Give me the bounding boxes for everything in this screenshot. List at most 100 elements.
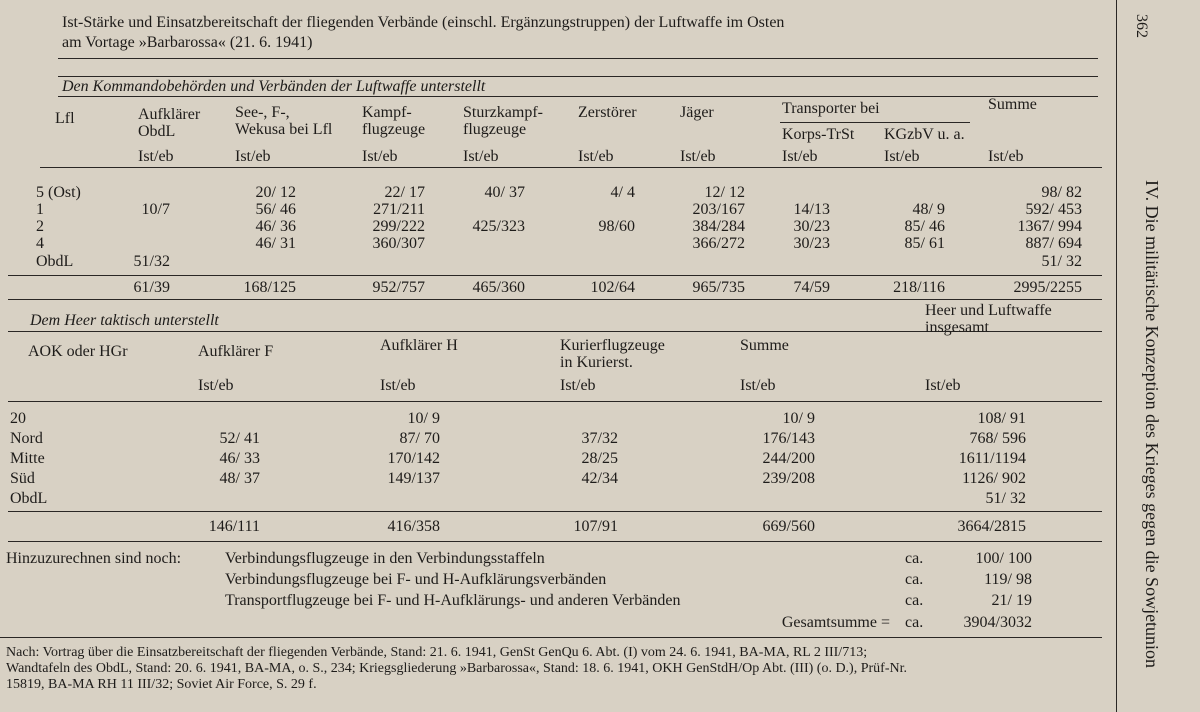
addition-text: Verbindungsflugzeuge in den Verbindungss…	[225, 550, 545, 567]
cell: 22/ 17	[384, 184, 425, 201]
column-header: Jäger	[680, 104, 714, 121]
row-label: 2	[36, 218, 44, 235]
cell: 4/ 4	[610, 184, 635, 201]
column-header: Korps-TrSt	[782, 126, 855, 143]
cell: 170/142	[387, 450, 440, 467]
rule	[8, 299, 1102, 300]
rule	[58, 96, 1098, 97]
cell: 46/ 31	[255, 235, 296, 252]
cell: 46/ 36	[255, 218, 296, 235]
grand-total-value: 3904/3032	[963, 614, 1032, 631]
addition-text: Verbindungsflugzeuge bei F- und H-Aufklä…	[225, 571, 607, 588]
source-note: 15819, BA-MA RH 11 III/32; Soviet Air Fo…	[6, 677, 317, 692]
cell: 1611/1194	[958, 450, 1026, 467]
cell: 887/ 694	[1025, 235, 1082, 252]
cell: 592/ 453	[1025, 201, 1082, 218]
column-header: AOK oder HGr	[28, 343, 128, 360]
cell: 1126/ 902	[962, 470, 1026, 487]
cell: 56/ 46	[255, 201, 296, 218]
cell: 51/ 32	[985, 490, 1026, 507]
grand-total-label: Gesamtsumme =	[781, 614, 890, 631]
column-header: Aufklärer ObdL	[138, 106, 201, 140]
column-header: KGzbV u. a.	[884, 126, 965, 143]
rule	[780, 122, 970, 123]
cell: 52/ 41	[219, 430, 260, 447]
column-subheader: Ist/eb	[380, 377, 416, 394]
total-cell: 74/59	[793, 279, 830, 296]
addition-prefix: ca.	[905, 571, 924, 588]
cell: 46/ 33	[219, 450, 260, 467]
cell: 85/ 61	[904, 235, 945, 252]
column-header: Summe	[988, 96, 1037, 113]
column-header: Sturzkampf- flugzeuge	[463, 104, 543, 138]
addition-prefix: ca.	[905, 550, 924, 567]
cell: 98/ 82	[1041, 184, 1082, 201]
row-label: ObdL	[36, 253, 74, 270]
addition-value: 119/ 98	[984, 571, 1032, 588]
row-label: Mitte	[10, 450, 45, 467]
cell: 244/200	[762, 450, 815, 467]
column-header: Kurierflugzeuge in Kurierst.	[560, 337, 665, 371]
column-header: Kampf- flugzeuge	[362, 104, 426, 138]
cell: 51/32	[133, 253, 170, 270]
source-note: Wandtafeln des ObdL, Stand: 20. 6. 1941,…	[6, 661, 907, 676]
cell: 239/208	[762, 470, 815, 487]
column-subheader: Ist/eb	[362, 148, 398, 165]
cell: 1367/ 994	[1017, 218, 1082, 235]
total-cell: 952/757	[372, 279, 425, 296]
section-heading: Dem Heer taktisch unterstellt	[30, 312, 219, 329]
row-label: 5 (Ost)	[36, 184, 81, 201]
total-cell: 465/360	[472, 279, 525, 296]
cell: 176/143	[762, 430, 815, 447]
column-subheader: Ist/eb	[988, 148, 1024, 165]
column-group-header: Transporter bei	[782, 100, 880, 117]
cell: 299/222	[372, 218, 425, 235]
total-cell: 3664/2815	[957, 518, 1026, 535]
cell: 10/ 9	[407, 410, 440, 427]
rule	[58, 58, 1098, 59]
row-label: 20	[10, 410, 26, 427]
rule	[40, 167, 1102, 168]
column-subheader: Ist/eb	[560, 377, 596, 394]
page-number: 362	[1133, 14, 1150, 38]
column-header: Aufklärer F	[198, 343, 274, 360]
column-header: Zerstörer	[578, 104, 637, 121]
addition-prefix: ca.	[905, 592, 924, 609]
addition-value: 21/ 19	[991, 592, 1032, 609]
column-header: Summe	[740, 337, 789, 354]
margin-rule	[1116, 0, 1117, 712]
cell: 203/167	[692, 201, 745, 218]
cell: 768/ 596	[969, 430, 1026, 447]
column-subheader: Ist/eb	[884, 148, 920, 165]
cell: 360/307	[372, 235, 425, 252]
rule	[0, 637, 1102, 638]
cell: 42/34	[581, 470, 618, 487]
row-label: ObdL	[10, 490, 48, 507]
total-cell: 168/125	[243, 279, 296, 296]
source-note: Nach: Vortrag über die Einsatzbereitscha…	[6, 645, 868, 660]
rule	[8, 511, 1102, 512]
cell: 366/272	[692, 235, 745, 252]
cell: 149/137	[387, 470, 440, 487]
cell: 12/ 12	[704, 184, 745, 201]
total-cell: 218/116	[893, 279, 945, 296]
grand-total-prefix: ca.	[905, 614, 924, 631]
total-cell: 102/64	[590, 279, 635, 296]
row-label: Süd	[10, 470, 35, 487]
additions-label: Hinzuzurechnen sind noch:	[6, 550, 182, 567]
cell: 87/ 70	[399, 430, 440, 447]
cell: 51/ 32	[1041, 253, 1082, 270]
cell: 14/13	[793, 201, 830, 218]
cell: 30/23	[793, 235, 830, 252]
column-subheader: Ist/eb	[782, 148, 818, 165]
cell: 48/ 37	[219, 470, 260, 487]
column-subheader: Ist/eb	[198, 377, 234, 394]
rule	[8, 541, 1102, 542]
total-cell: 669/560	[762, 518, 815, 535]
cell: 10/ 9	[782, 410, 815, 427]
section-heading: Den Kommandobehörden und Verbänden der L…	[62, 78, 486, 95]
cell: 98/60	[598, 218, 635, 235]
column-subheader: Ist/eb	[138, 148, 174, 165]
row-label: 1	[36, 201, 44, 218]
